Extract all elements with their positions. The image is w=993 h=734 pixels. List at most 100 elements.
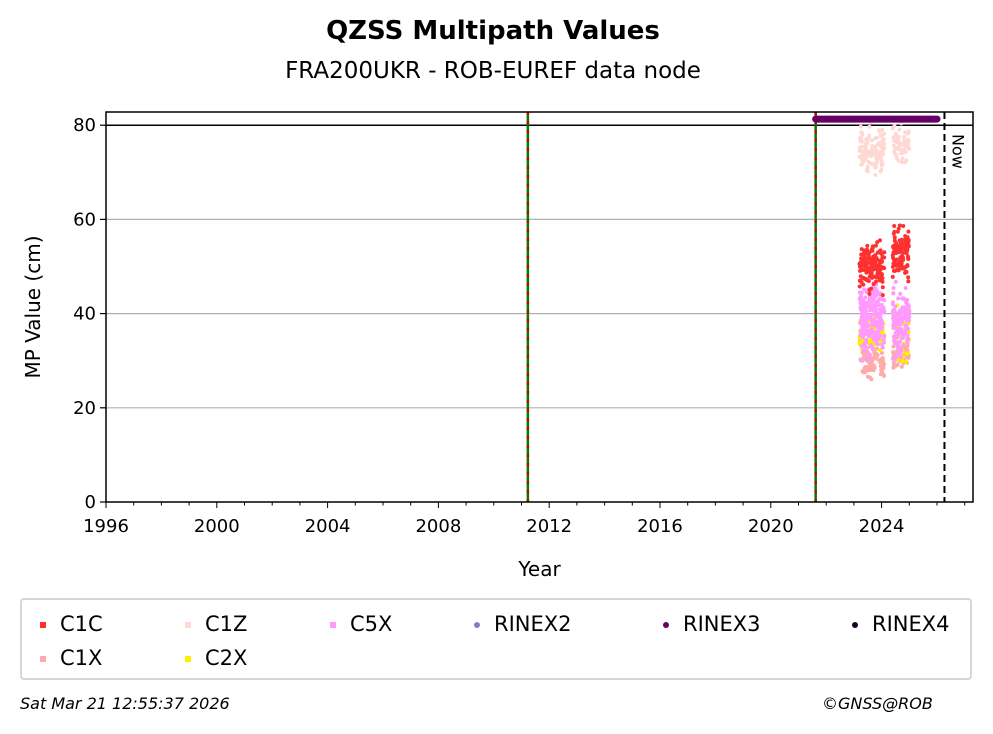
point-c1x	[862, 370, 867, 375]
point-c1z	[896, 135, 901, 140]
point-c1x	[881, 361, 886, 366]
x-tick-label: 1996	[83, 516, 129, 537]
point-c5x	[870, 329, 875, 334]
point-c1z	[865, 164, 870, 169]
point-c5x	[898, 291, 903, 296]
point-c1x	[868, 359, 873, 364]
point-c5x	[903, 327, 908, 332]
legend-x-marker	[185, 622, 191, 628]
x-tick-label: 2020	[748, 516, 794, 537]
point-c5x	[879, 342, 884, 347]
legend-x-marker	[185, 656, 191, 662]
plot-area: 0 20 40 60 80 1996 2000 2004 2008 2012 2016 2020 202…	[21, 111, 974, 581]
point-c1c	[870, 246, 875, 251]
point-c1z	[896, 147, 901, 152]
point-c1x	[881, 358, 886, 363]
point-c5x	[860, 324, 865, 329]
point-c1z	[893, 147, 898, 152]
point-c5x	[870, 335, 875, 340]
point-c5x	[876, 298, 881, 303]
point-c1c	[890, 274, 895, 279]
point-c5x	[864, 340, 869, 345]
copyright: ©GNSS@ROB	[822, 694, 933, 713]
point-c1c	[875, 240, 880, 245]
point-c5x	[881, 337, 886, 342]
y-tick-label: 0	[85, 492, 96, 513]
x-axis-label: Year	[517, 557, 561, 581]
point-c1c	[880, 285, 885, 290]
point-c5x	[867, 303, 872, 308]
chart-subtitle: FRA200UKR - ROB-EUREF data node	[285, 58, 701, 84]
legend-dot-marker	[852, 622, 858, 628]
point-c1z	[873, 144, 878, 149]
x-tick-label: 2024	[859, 516, 905, 537]
point-c1z	[858, 148, 863, 153]
point-c1c	[892, 235, 897, 240]
point-c1z	[880, 139, 885, 144]
point-c1c	[901, 257, 906, 262]
point-c5x	[894, 328, 899, 333]
point-c1c	[858, 268, 863, 273]
x-tick-label: 2016	[637, 516, 683, 537]
point-c1z	[859, 135, 864, 140]
point-c1c	[879, 258, 884, 263]
point-c1z	[880, 161, 885, 166]
legend-x-marker	[40, 656, 46, 662]
legend-label: RINEX3	[683, 612, 761, 636]
point-c5x	[859, 343, 864, 348]
point-c1c	[874, 279, 879, 284]
point-c5x	[874, 341, 879, 346]
point-c1c	[861, 260, 866, 265]
point-c1c	[903, 270, 908, 275]
point-c1z	[867, 133, 872, 138]
point-c1c	[869, 266, 874, 271]
point-c5x	[879, 302, 884, 307]
point-c1c	[891, 255, 896, 260]
point-c1z	[865, 153, 870, 158]
point-c5x	[904, 323, 909, 328]
legend-label: RINEX4	[872, 612, 950, 636]
point-c5x	[877, 291, 882, 296]
point-c1z	[878, 133, 883, 138]
point-c5x	[868, 314, 873, 319]
point-c1c	[869, 270, 874, 275]
point-c1c	[869, 286, 874, 291]
point-c5x	[904, 314, 909, 319]
point-c1z	[900, 156, 905, 161]
point-c5x	[878, 313, 883, 318]
point-c1z	[870, 151, 875, 156]
point-c1z	[863, 141, 868, 146]
point-c1c	[898, 246, 903, 251]
point-c1z	[861, 156, 866, 161]
point-c5x	[901, 335, 906, 340]
legend-item-c1z: C1Z	[181, 612, 247, 636]
point-c1z	[894, 140, 899, 145]
point-c5x	[900, 309, 905, 314]
point-c1c	[906, 257, 911, 262]
point-c5x	[906, 337, 911, 342]
point-c1c	[880, 272, 885, 277]
point-c1z	[879, 144, 884, 149]
point-c1z	[865, 137, 870, 142]
point-c1z	[893, 131, 898, 136]
point-c5x	[891, 291, 896, 296]
point-c1c	[858, 278, 863, 283]
point-c1c	[865, 243, 870, 248]
point-c1x	[891, 344, 896, 349]
point-c1z	[873, 173, 878, 178]
point-c5x	[900, 305, 905, 310]
point-c5x	[899, 316, 904, 321]
point-c1z	[859, 162, 864, 167]
point-c1c	[895, 229, 900, 234]
point-c2x	[906, 330, 911, 335]
point-c1c	[857, 284, 862, 289]
point-c5x	[901, 342, 906, 347]
legend-dot-marker	[474, 622, 480, 628]
legend-label: C2X	[205, 646, 248, 670]
point-c1z	[858, 124, 863, 129]
point-c1z	[869, 154, 874, 159]
point-c1c	[906, 275, 911, 280]
point-c1c	[864, 247, 869, 252]
point-c1c	[866, 279, 871, 284]
point-c1z	[874, 148, 879, 153]
